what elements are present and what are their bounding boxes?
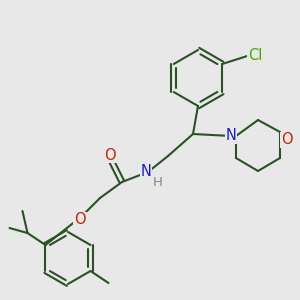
- Text: O: O: [104, 148, 116, 163]
- Text: H: H: [153, 176, 163, 188]
- Text: N: N: [141, 164, 152, 179]
- Text: O: O: [74, 212, 86, 227]
- Text: Cl: Cl: [248, 47, 262, 62]
- Text: O: O: [281, 133, 293, 148]
- Text: N: N: [226, 128, 236, 143]
